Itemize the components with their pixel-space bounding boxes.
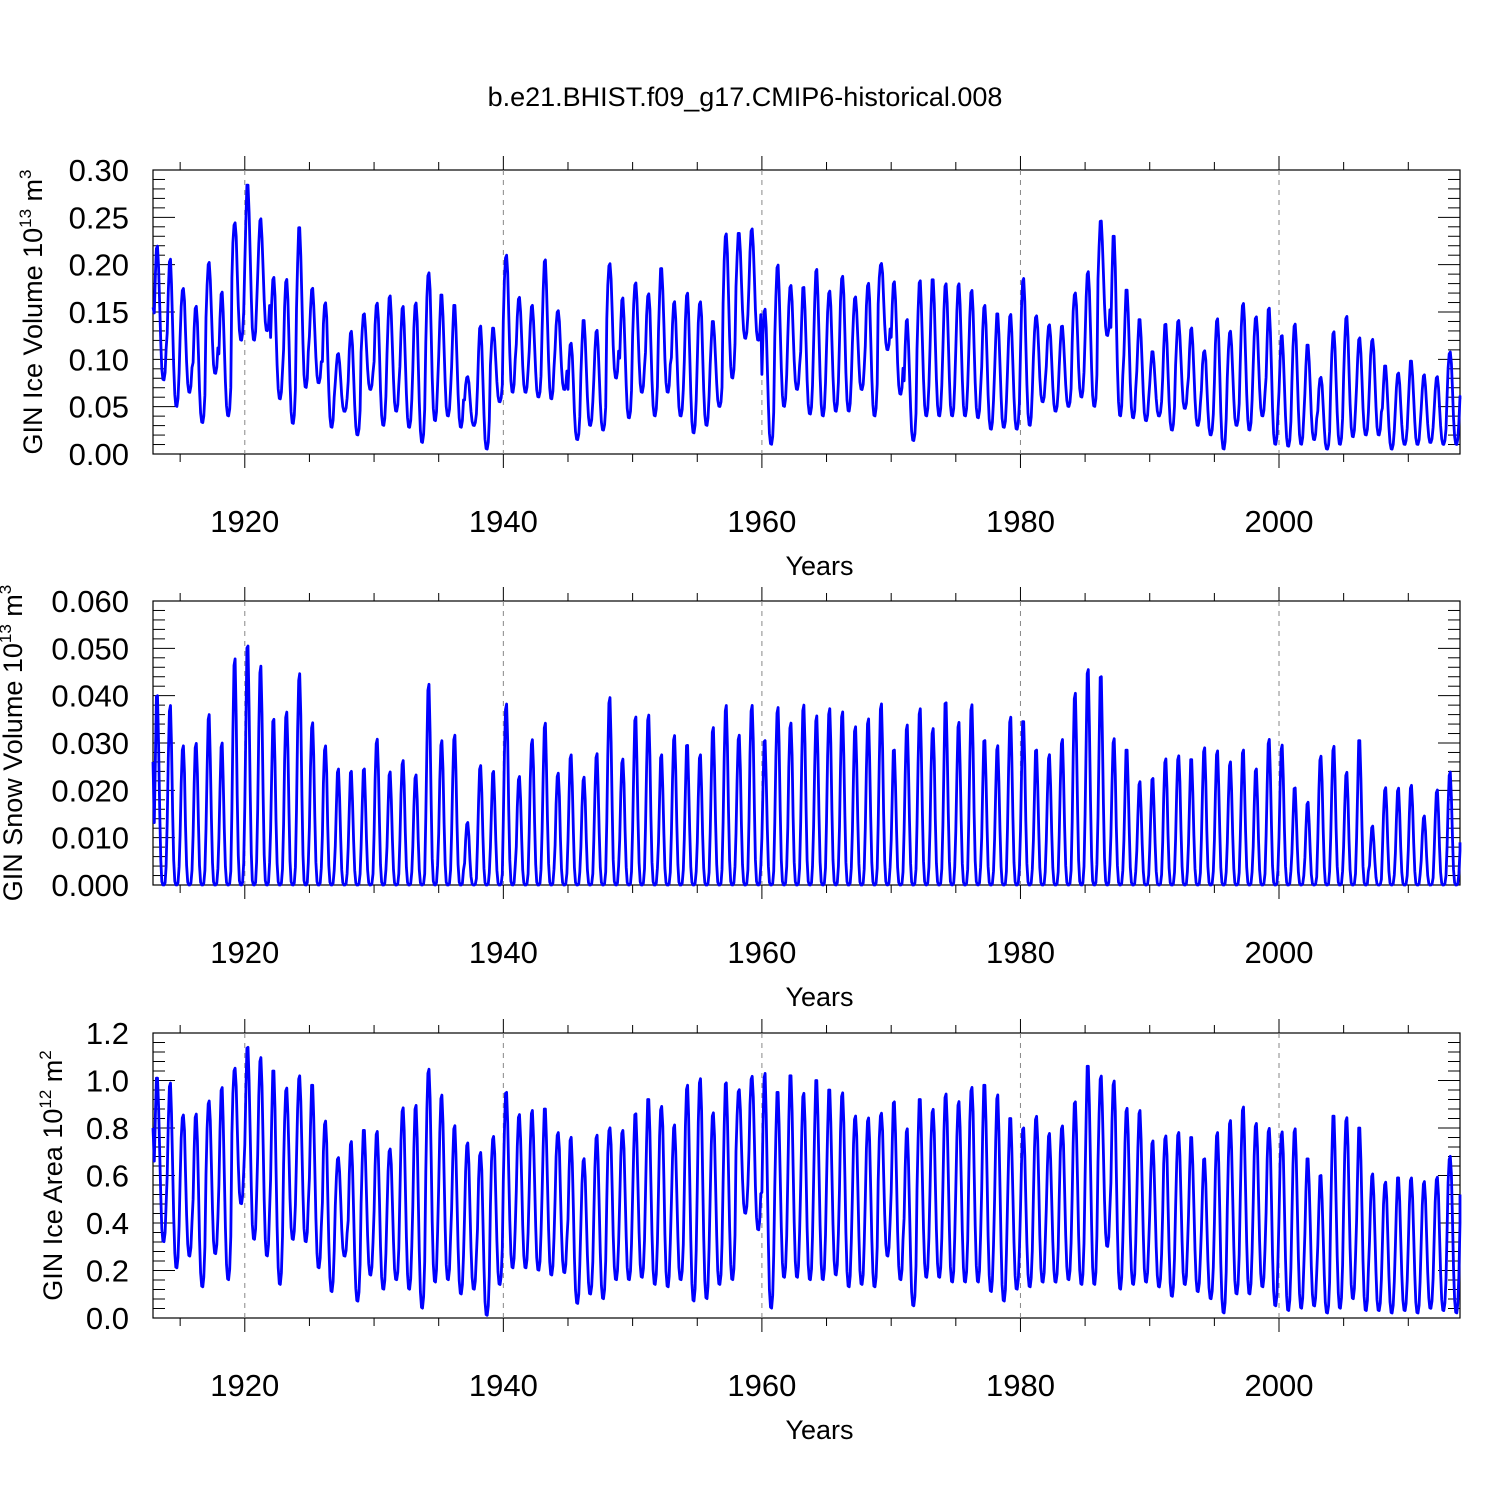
- y-axis-unit: m: [38, 1060, 68, 1090]
- y-tick-label: 0.010: [51, 821, 129, 856]
- x-tick-label: 1940: [469, 1368, 538, 1403]
- x-tick-label: 1920: [210, 935, 279, 970]
- x-tick-label: 2000: [1245, 504, 1314, 539]
- x-tick-label: 1960: [727, 1368, 796, 1403]
- y-tick-label: 0.05: [69, 390, 129, 425]
- y-axis-title: GIN Ice Area 1012 m2: [36, 1050, 68, 1301]
- y-axis-unit: m: [18, 179, 48, 209]
- x-tick-label: 2000: [1245, 1368, 1314, 1403]
- y-tick-label: 1.2: [86, 1016, 129, 1051]
- y-tick-label: 0.4: [86, 1206, 129, 1241]
- y-tick-label: 0.2: [86, 1254, 129, 1289]
- panel-2: 1920 1940 1960 1980 2000 Years 0.000 0.010 0.020…: [0, 584, 1462, 1012]
- y-axis-unit: m: [0, 594, 28, 624]
- x-tick-label: 1940: [469, 935, 538, 970]
- y-tick-label: 0.15: [69, 295, 129, 330]
- y-axis-unit-exponent: 13: [16, 209, 35, 228]
- y-axis-title: GIN Ice Volume 1013 m3: [16, 169, 48, 454]
- x-tick-label: 1980: [986, 935, 1055, 970]
- series-line: [151, 644, 1462, 887]
- y-tick-label: 0.060: [51, 584, 129, 619]
- x-tick-label: 1960: [727, 504, 796, 539]
- x-axis-title: Years: [785, 1415, 853, 1445]
- figure-title: b.e21.BHIST.f09_g17.CMIP6-historical.008: [488, 82, 1003, 112]
- series-line: [151, 183, 1462, 451]
- y-axis-unit-exponent: 2: [36, 1050, 55, 1059]
- y-axis-unit-exponent: 3: [16, 169, 35, 178]
- y-tick-label: 0.0: [86, 1301, 129, 1336]
- y-axis-unit-exponent: 12: [36, 1090, 55, 1109]
- x-tick-label: 1940: [469, 504, 538, 539]
- x-axis-title: Years: [785, 551, 853, 581]
- x-tick-label: 1980: [986, 1368, 1055, 1403]
- y-axis-unit-exponent: 13: [0, 624, 15, 643]
- y-axis-unit-exponent: 3: [0, 585, 15, 594]
- x-tick-label: 2000: [1245, 935, 1314, 970]
- y-tick-label: 0.6: [86, 1159, 129, 1194]
- x-tick-label: 1960: [727, 935, 796, 970]
- x-axis-title: Years: [785, 982, 853, 1012]
- y-axis-title-text: GIN Ice Volume 10: [18, 228, 48, 455]
- y-axis-title-text: GIN Snow Volume 10: [0, 643, 28, 901]
- series-line: [151, 1045, 1462, 1317]
- y-tick-label: 0.000: [51, 868, 129, 903]
- y-tick-label: 0.030: [51, 726, 129, 761]
- y-tick-label: 0.8: [86, 1111, 129, 1146]
- panel-3: 1920 1940 1960 1980 2000 Years 0.0 0.2 0.4 0.6 0.8…: [36, 1016, 1462, 1445]
- y-tick-label: 0.050: [51, 631, 129, 666]
- y-tick-label: 0.25: [69, 200, 129, 235]
- panel-1: 1920 1940 1960 1980 2000 Years 0.00 0.05 0.10 0.1…: [16, 153, 1462, 581]
- y-tick-label: 0.20: [69, 248, 129, 283]
- x-tick-label: 1920: [210, 1368, 279, 1403]
- x-tick-label: 1980: [986, 504, 1055, 539]
- y-tick-label: 0.00: [69, 437, 129, 472]
- y-axis-title: GIN Snow Volume 1013 m3: [0, 585, 28, 902]
- y-tick-label: 1.0: [86, 1064, 129, 1099]
- y-axis-title-text: GIN Ice Area 10: [38, 1109, 68, 1301]
- y-tick-label: 0.10: [69, 342, 129, 377]
- y-tick-label: 0.020: [51, 773, 129, 808]
- y-tick-label: 0.040: [51, 679, 129, 714]
- y-tick-label: 0.30: [69, 153, 129, 188]
- x-tick-label: 1920: [210, 504, 279, 539]
